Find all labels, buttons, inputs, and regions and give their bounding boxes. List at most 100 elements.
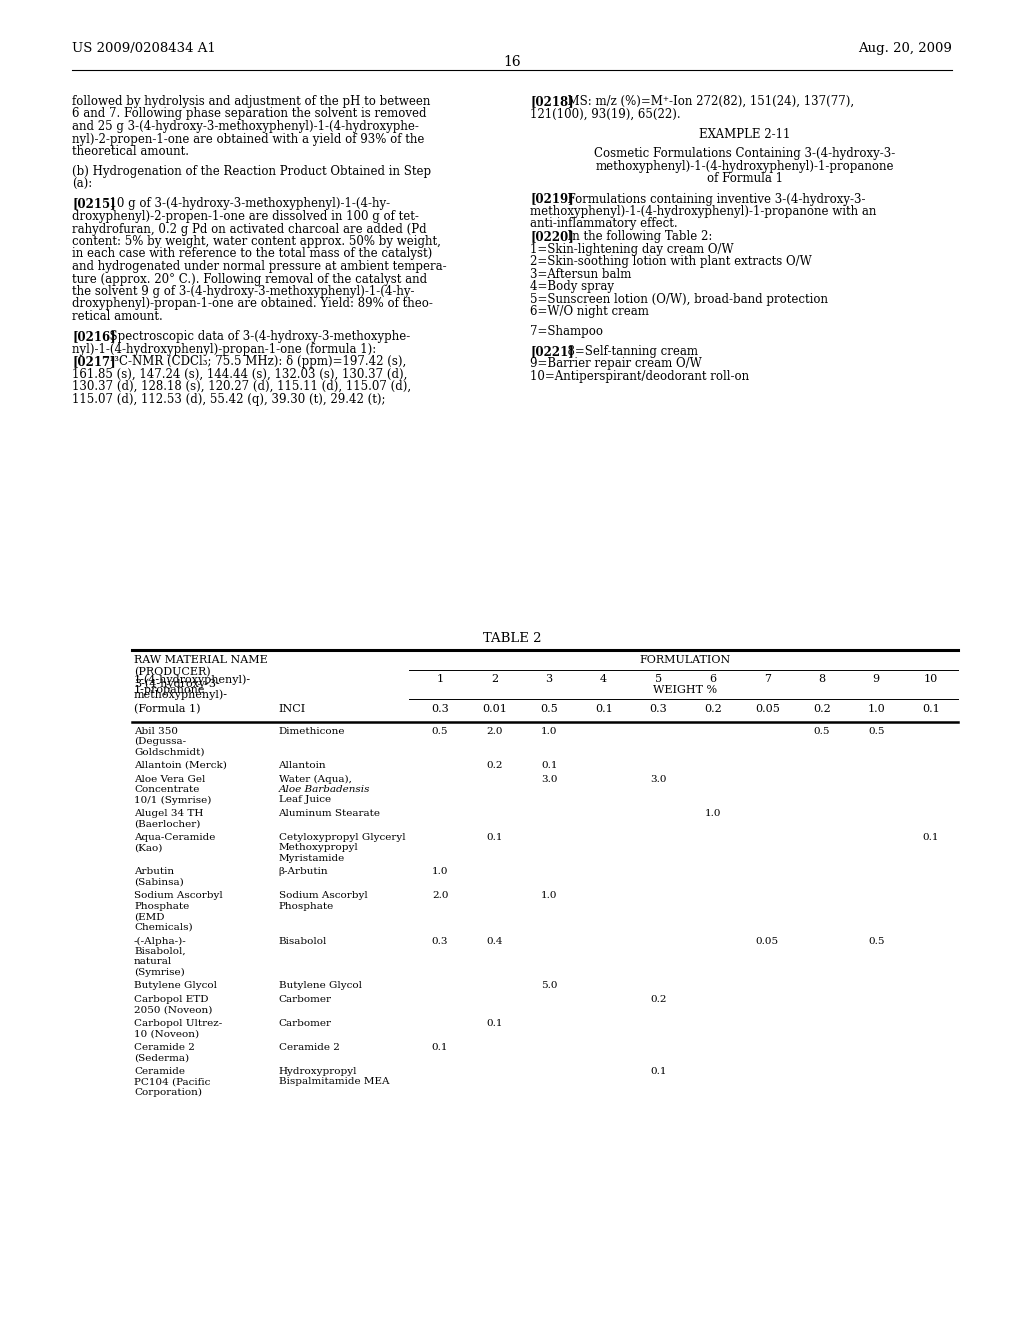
Text: Arbutin: Arbutin: [134, 867, 174, 876]
Text: FORMULATION: FORMULATION: [640, 655, 731, 665]
Text: Carbomer: Carbomer: [279, 995, 332, 1005]
Text: Allantoin: Allantoin: [279, 762, 327, 770]
Text: 6=W/O night cream: 6=W/O night cream: [530, 305, 649, 318]
Text: 0.05: 0.05: [755, 705, 779, 714]
Text: 121(100), 93(19), 65(22).: 121(100), 93(19), 65(22).: [530, 107, 681, 120]
Text: Bisabolol: Bisabolol: [279, 936, 327, 945]
Text: 161.85 (s), 147.24 (s), 144.44 (s), 132.03 (s), 130.37 (d),: 161.85 (s), 147.24 (s), 144.44 (s), 132.…: [72, 367, 408, 380]
Text: (Sederma): (Sederma): [134, 1053, 189, 1063]
Text: 0.4: 0.4: [486, 936, 503, 945]
Text: Aqua-Ceramide: Aqua-Ceramide: [134, 833, 215, 842]
Text: 7=Shampoo: 7=Shampoo: [530, 325, 603, 338]
Text: Methoxypropyl: Methoxypropyl: [279, 843, 358, 853]
Text: 0.1: 0.1: [650, 1067, 667, 1076]
Text: MS: m/z (%)=M⁺-Ion 272(82), 151(24), 137(77),: MS: m/z (%)=M⁺-Ion 272(82), 151(24), 137…: [560, 95, 854, 108]
Text: 1: 1: [436, 675, 443, 684]
Text: 10/1 (Symrise): 10/1 (Symrise): [134, 796, 211, 805]
Text: retical amount.: retical amount.: [72, 310, 163, 323]
Text: 0.3: 0.3: [431, 705, 449, 714]
Text: Cetyloxypropyl Glyceryl: Cetyloxypropyl Glyceryl: [279, 833, 406, 842]
Text: 1.0: 1.0: [541, 726, 557, 735]
Text: 0.1: 0.1: [541, 762, 557, 770]
Text: 3.0: 3.0: [650, 775, 667, 784]
Text: Spectroscopic data of 3-(4-hydroxy-3-methoxyphe-: Spectroscopic data of 3-(4-hydroxy-3-met…: [102, 330, 411, 343]
Text: natural: natural: [134, 957, 172, 966]
Text: ture (approx. 20° C.). Following removal of the catalyst and: ture (approx. 20° C.). Following removal…: [72, 272, 427, 285]
Text: 10: 10: [924, 675, 938, 684]
Text: INCI: INCI: [279, 705, 306, 714]
Text: Aluminum Stearate: Aluminum Stearate: [279, 809, 381, 818]
Text: Sodium Ascorbyl: Sodium Ascorbyl: [279, 891, 368, 900]
Text: 16: 16: [503, 55, 521, 69]
Text: β-Arbutin: β-Arbutin: [279, 867, 328, 876]
Text: Abil 350: Abil 350: [134, 726, 178, 735]
Text: anti-inflammatory effect.: anti-inflammatory effect.: [530, 218, 678, 231]
Text: Aloe Barbadensis: Aloe Barbadensis: [279, 785, 370, 795]
Text: Carbomer: Carbomer: [279, 1019, 332, 1028]
Text: 2.0: 2.0: [432, 891, 449, 900]
Text: [0219]: [0219]: [530, 193, 573, 206]
Text: 9=Barrier repair cream O/W: 9=Barrier repair cream O/W: [530, 358, 701, 371]
Text: 0.5: 0.5: [432, 726, 449, 735]
Text: 4=Body spray: 4=Body spray: [530, 280, 614, 293]
Text: Dimethicone: Dimethicone: [279, 726, 345, 735]
Text: PC104 (Pacific: PC104 (Pacific: [134, 1077, 210, 1086]
Text: (Symrise): (Symrise): [134, 968, 184, 977]
Text: Carbopol Ultrez-: Carbopol Ultrez-: [134, 1019, 222, 1028]
Text: methoxyphenyl)-1-(4-hydroxyphenyl)-1-propanone: methoxyphenyl)-1-(4-hydroxyphenyl)-1-pro…: [596, 160, 894, 173]
Text: 5: 5: [654, 675, 662, 684]
Text: 10 g of 3-(4-hydroxy-3-methoxyphenyl)-1-(4-hy-: 10 g of 3-(4-hydroxy-3-methoxyphenyl)-1-…: [102, 198, 390, 210]
Text: Alugel 34 TH: Alugel 34 TH: [134, 809, 204, 818]
Text: 7: 7: [764, 675, 771, 684]
Text: 1.0: 1.0: [867, 705, 885, 714]
Text: 10=Antiperspirant/deodorant roll-on: 10=Antiperspirant/deodorant roll-on: [530, 370, 750, 383]
Text: 1-propanone: 1-propanone: [134, 685, 206, 696]
Text: Ceramide 2: Ceramide 2: [279, 1043, 339, 1052]
Text: 0.1: 0.1: [923, 833, 939, 842]
Text: ¹³C-NMR (CDCl₃; 75.5 MHz): δ (ppm)=197.42 (s),: ¹³C-NMR (CDCl₃; 75.5 MHz): δ (ppm)=197.4…: [102, 355, 407, 368]
Text: Bispalmitamide MEA: Bispalmitamide MEA: [279, 1077, 389, 1086]
Text: the solvent 9 g of 3-(4-hydroxy-3-methoxyphenyl)-1-(4-hy-: the solvent 9 g of 3-(4-hydroxy-3-methox…: [72, 285, 415, 298]
Text: Carbopol ETD: Carbopol ETD: [134, 995, 209, 1005]
Text: content: 5% by weight, water content approx. 50% by weight,: content: 5% by weight, water content app…: [72, 235, 441, 248]
Text: Phosphate: Phosphate: [279, 902, 334, 911]
Text: 1.0: 1.0: [705, 809, 721, 818]
Text: -(-Alpha-)-: -(-Alpha-)-: [134, 936, 186, 945]
Text: Concentrate: Concentrate: [134, 785, 200, 795]
Text: 0.05: 0.05: [756, 936, 779, 945]
Text: 0.2: 0.2: [486, 762, 503, 770]
Text: Corporation): Corporation): [134, 1088, 202, 1097]
Text: 1-(4-hydroxyphenyl)-: 1-(4-hydroxyphenyl)-: [134, 675, 251, 685]
Text: 3=Aftersun balm: 3=Aftersun balm: [530, 268, 632, 281]
Text: Sodium Ascorbyl: Sodium Ascorbyl: [134, 891, 223, 900]
Text: 5.0: 5.0: [541, 982, 557, 990]
Text: 0.01: 0.01: [482, 705, 507, 714]
Text: Butylene Glycol: Butylene Glycol: [279, 982, 361, 990]
Text: Bisabolol,: Bisabolol,: [134, 946, 185, 956]
Text: 0.1: 0.1: [432, 1043, 449, 1052]
Text: 0.2: 0.2: [650, 995, 667, 1005]
Text: Ceramide: Ceramide: [134, 1067, 185, 1076]
Text: [0221]: [0221]: [530, 345, 573, 358]
Text: 0.1: 0.1: [922, 705, 940, 714]
Text: 0.5: 0.5: [868, 726, 885, 735]
Text: WEIGHT %: WEIGHT %: [653, 685, 718, 696]
Text: Phosphate: Phosphate: [134, 902, 189, 911]
Text: Cosmetic Formulations Containing 3-(4-hydroxy-3-: Cosmetic Formulations Containing 3-(4-hy…: [594, 148, 896, 161]
Text: 8=Self-tanning cream: 8=Self-tanning cream: [560, 345, 698, 358]
Text: droxyphenyl)-2-propen-1-one are dissolved in 100 g of tet-: droxyphenyl)-2-propen-1-one are dissolve…: [72, 210, 419, 223]
Text: Hydroxypropyl: Hydroxypropyl: [279, 1067, 357, 1076]
Text: of Formula 1: of Formula 1: [707, 173, 783, 186]
Text: (Kao): (Kao): [134, 843, 163, 853]
Text: Chemicals): Chemicals): [134, 923, 193, 932]
Text: RAW MATERIAL NAME: RAW MATERIAL NAME: [134, 655, 267, 665]
Text: [0220]: [0220]: [530, 230, 573, 243]
Text: 0.5: 0.5: [541, 705, 558, 714]
Text: In the following Table 2:: In the following Table 2:: [560, 230, 713, 243]
Text: 0.1: 0.1: [486, 1019, 503, 1028]
Text: Aloe Vera Gel: Aloe Vera Gel: [134, 775, 206, 784]
Text: methoxyphenyl)-: methoxyphenyl)-: [134, 689, 228, 700]
Text: Allantoin (Merck): Allantoin (Merck): [134, 762, 227, 770]
Text: (PRODUCER): (PRODUCER): [134, 667, 211, 677]
Text: 0.2: 0.2: [813, 705, 830, 714]
